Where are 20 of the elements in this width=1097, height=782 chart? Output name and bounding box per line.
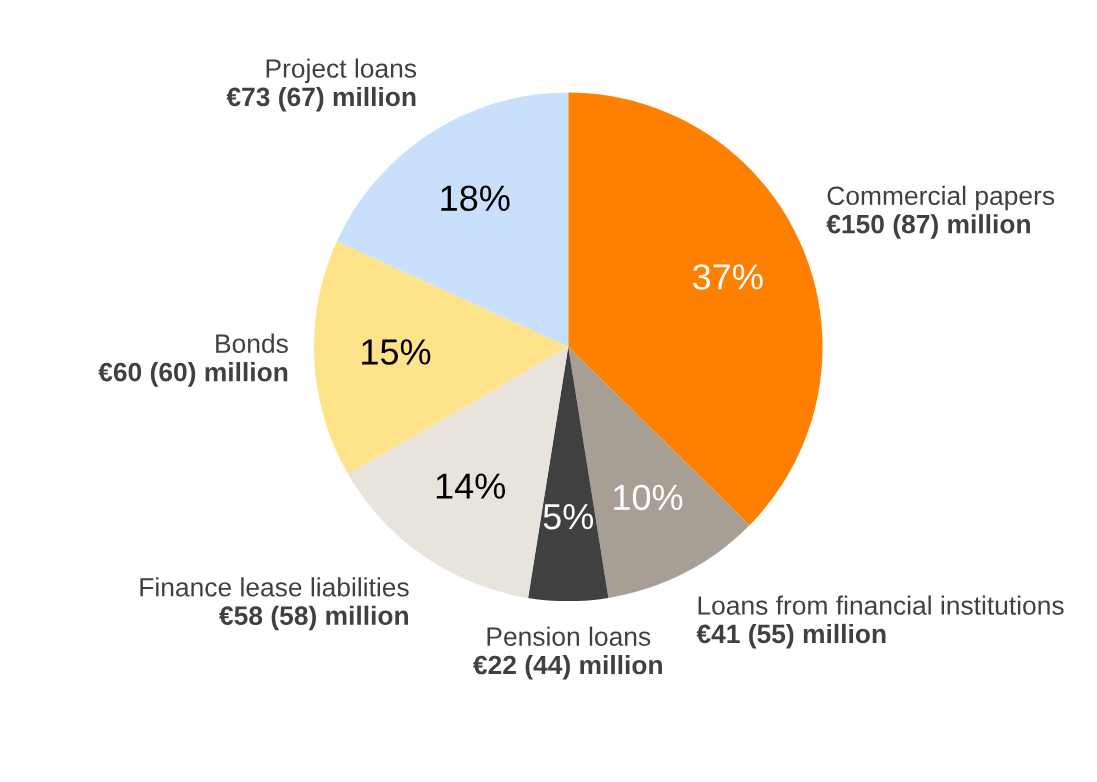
slice-label: Finance lease liabilities [140, 577, 409, 597]
data-label: 10% [614, 484, 683, 511]
slice-label: Pension loans [487, 626, 651, 646]
data-label: 15% [362, 339, 431, 365]
slice-label: Loans from financial institutions [698, 595, 1064, 615]
text: €60 (60) million [98, 362, 288, 387]
pie-slice [528, 346, 609, 602]
slice-label: Bonds [216, 333, 288, 353]
data-label: 18% [441, 185, 510, 212]
data-label: 37% [692, 264, 763, 290]
text: €41 (55) million [696, 623, 886, 649]
text: €150 (87) million [826, 214, 1030, 239]
text: €73 (67) million [226, 86, 416, 112]
slice-label: Commercial papers [827, 185, 1055, 211]
slice-label: Project loans [266, 58, 417, 84]
text: €22 (44) million [473, 654, 662, 680]
data-label: 5% [543, 504, 594, 530]
text: €58 (58) million [219, 605, 408, 631]
pie-slice [313, 241, 569, 474]
data-label: 14% [436, 473, 506, 499]
